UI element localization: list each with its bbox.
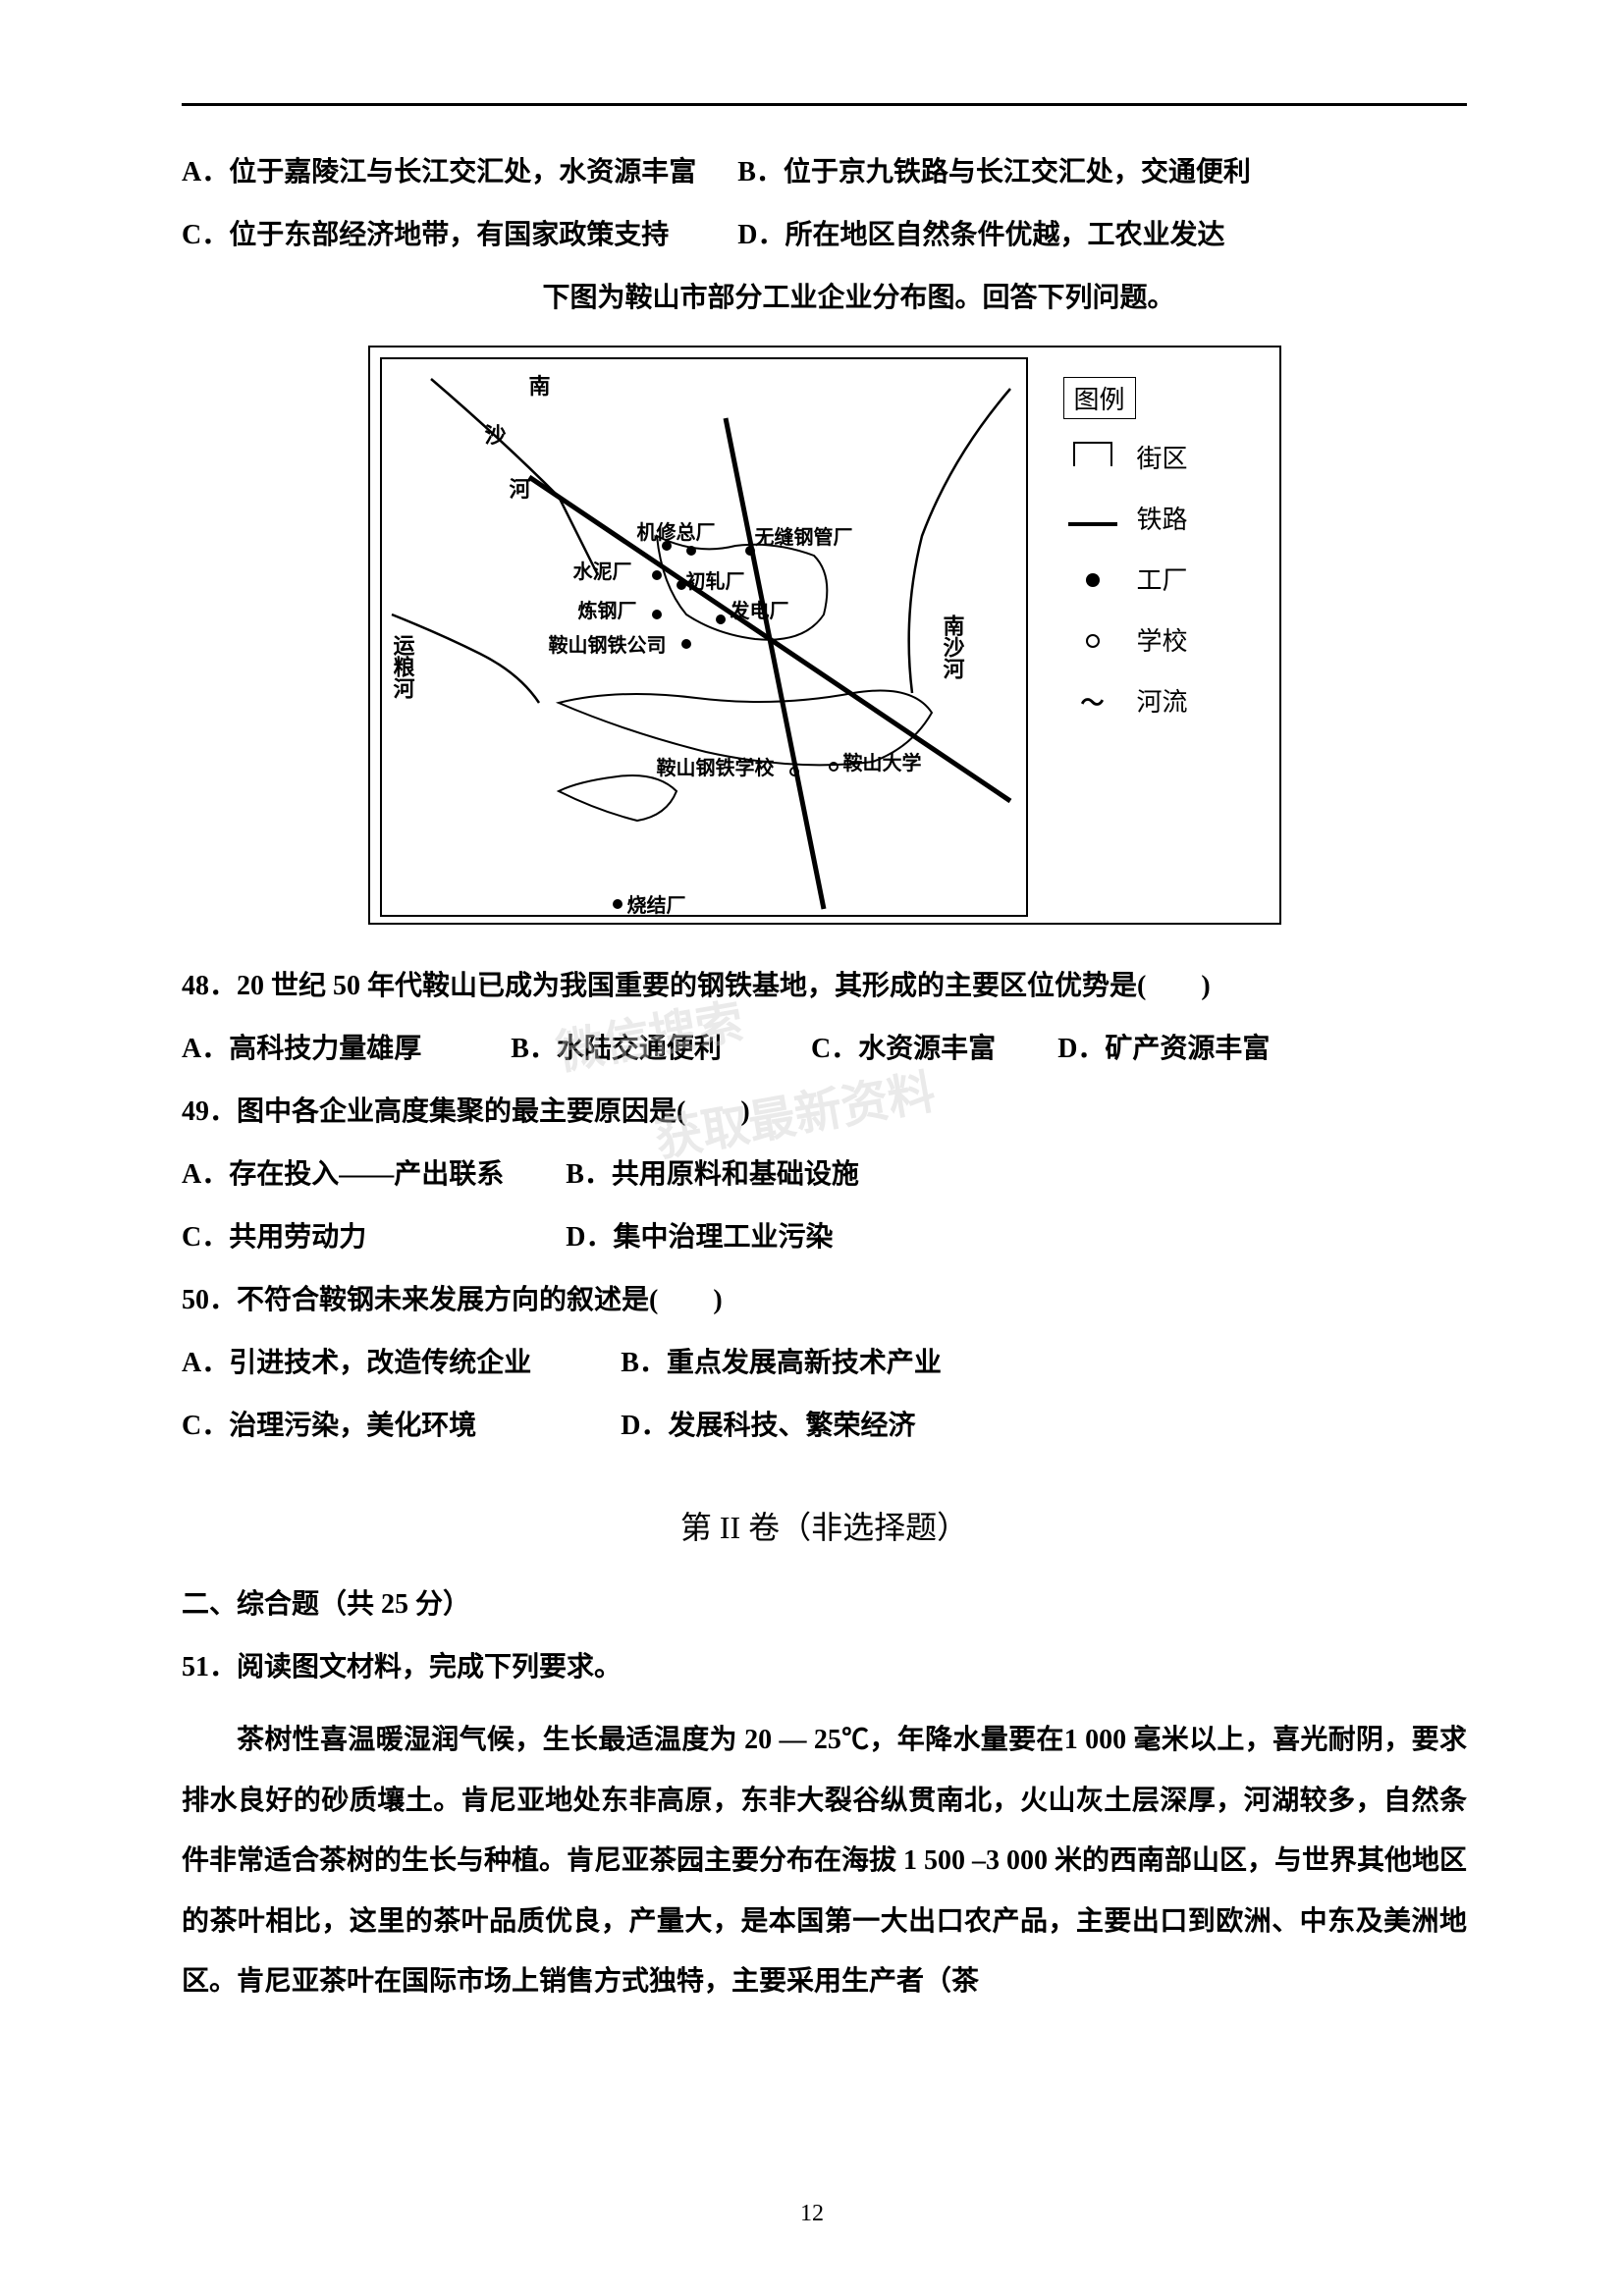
school-icon <box>1086 634 1100 648</box>
map-main-area: 南 沙 河 运粮河 南沙河 机修总厂 无缝钢管厂 水泥厂 初轧厂 炼钢厂 发电厂… <box>380 357 1028 917</box>
q50-stem: 50．不符合鞍钢未来发展方向的叙述是( ) <box>182 1273 1467 1328</box>
legend-label: 街区 <box>1137 439 1188 475</box>
factory-dot-icon <box>652 570 662 580</box>
legend-label: 工厂 <box>1137 561 1188 597</box>
district-icon <box>1073 442 1112 466</box>
legend-item-district: 街区 <box>1063 439 1260 475</box>
school-circle-icon <box>789 767 799 776</box>
q48-option-d: D．矿产资源丰富 <box>1057 1034 1270 1064</box>
legend-label: 河流 <box>1137 682 1188 719</box>
q49-option-a: A．存在投入——产出联系 <box>182 1159 504 1190</box>
q49-option-b: B．共用原料和基础设施 <box>566 1159 859 1190</box>
q49-option-c: C．共用劳动力 <box>182 1222 366 1253</box>
map-label-liangang: 炼钢厂 <box>578 595 637 623</box>
q49-options-ab: A．存在投入——产出联系 B．共用原料和基础设施 <box>182 1148 1467 1202</box>
q49-options-cd: C．共用劳动力 D．集中治理工业污染 <box>182 1210 1467 1265</box>
page-number: 12 <box>800 2201 824 2227</box>
factory-dot-icon <box>662 541 672 551</box>
q48-options: A．高科技力量雄厚 B．水陆交通便利 C．水资源丰富 D．矿产资源丰富 <box>182 1022 1467 1077</box>
section2-subtitle: 二、综合题（共 25 分） <box>182 1577 1467 1632</box>
map-label-wufeng: 无缝钢管厂 <box>755 521 853 550</box>
river-icon: 〜 <box>1081 691 1105 717</box>
legend-title: 图例 <box>1063 377 1136 419</box>
map-label-he: 河 <box>510 472 531 504</box>
factory-dot-icon <box>681 639 691 649</box>
q49-option-d: D．集中治理工业污染 <box>566 1222 833 1253</box>
legend-item-school: 学校 <box>1063 621 1260 658</box>
factory-icon <box>1086 573 1100 587</box>
option-line-cd: C．位于东部经济地带，有国家政策支持 D．所在地区自然条件优越，工农业发达 <box>182 208 1467 263</box>
map-label-shuini: 水泥厂 <box>573 556 632 584</box>
section2-title: 第 II 卷（非选择题） <box>182 1503 1467 1548</box>
q51-stem: 51．阅读图文材料，完成下列要求。 <box>182 1640 1467 1695</box>
option-b: B．位于京九铁路与长江交汇处，交通便利 <box>737 157 1251 187</box>
railway-icon <box>1068 522 1117 526</box>
map-label-anshan-school: 鞍山钢铁学校 <box>657 752 775 780</box>
factory-dot-icon <box>716 614 726 624</box>
factory-dot-icon <box>745 546 755 556</box>
q48-stem: 48．20 世纪 50 年代鞍山已成为我国重要的钢铁基地，其形成的主要区位优势是… <box>182 959 1467 1014</box>
option-c: C．位于东部经济地带，有国家政策支持 <box>182 220 669 250</box>
factory-dot-icon <box>677 580 686 590</box>
map-label-yunliang: 运粮河 <box>387 634 418 699</box>
q50-option-c: C．治理污染，美化环境 <box>182 1411 476 1441</box>
legend-item-factory: 工厂 <box>1063 561 1260 597</box>
q49-stem: 49．图中各企业高度集聚的最主要原因是( ) <box>182 1085 1467 1140</box>
factory-dot-icon <box>652 610 662 619</box>
legend-item-river: 〜 河流 <box>1063 682 1260 719</box>
q50-option-a: A．引进技术，改造传统企业 <box>182 1348 531 1378</box>
map-label-anshan-gangtie: 鞍山钢铁公司 <box>549 629 667 658</box>
q50-option-d: D．发展科技、繁荣经济 <box>621 1411 915 1441</box>
q48-option-c: C．水资源丰富 <box>811 1034 996 1064</box>
option-line-ab: A．位于嘉陵江与长江交汇处，水资源丰富 B．位于京九铁路与长江交汇处，交通便利 <box>182 145 1467 200</box>
q48-option-a: A．高科技力量雄厚 <box>182 1034 421 1064</box>
legend-label: 铁路 <box>1137 500 1188 536</box>
map-intro-text: 下图为鞍山市部分工业企业分布图。回答下列问题。 <box>250 271 1467 326</box>
map-label-shaojie: 烧结厂 <box>627 889 686 918</box>
q50-options-cd: C．治理污染，美化环境 D．发展科技、繁荣经济 <box>182 1399 1467 1454</box>
legend-label: 学校 <box>1137 621 1188 658</box>
option-a: A．位于嘉陵江与长江交汇处，水资源丰富 <box>182 157 696 187</box>
map-label-chugang: 初轧厂 <box>686 565 745 594</box>
map-label-fadian: 发电厂 <box>731 595 789 623</box>
legend-item-railway: 铁路 <box>1063 500 1260 536</box>
map-label-jixiu: 机修总厂 <box>637 516 716 545</box>
map-label-anshan-daxue: 鞍山大学 <box>843 747 922 775</box>
factory-dot-icon <box>686 546 696 556</box>
header-divider <box>182 103 1467 106</box>
map-label-sha: 沙 <box>485 418 507 450</box>
q50-options-ab: A．引进技术，改造传统企业 B．重点发展高新技术产业 <box>182 1336 1467 1391</box>
map-figure: 南 沙 河 运粮河 南沙河 机修总厂 无缝钢管厂 水泥厂 初轧厂 炼钢厂 发电厂… <box>368 346 1281 925</box>
factory-dot-icon <box>613 899 623 909</box>
q48-option-b: B．水陆交通便利 <box>511 1034 722 1064</box>
map-label-nansha: 南沙河 <box>937 614 968 679</box>
q51-passage: 茶树性喜温暖湿润气候，生长最适温度为 20 — 25℃，年降水量要在1 000 … <box>182 1710 1467 2012</box>
option-d: D．所在地区自然条件优越，工农业发达 <box>737 220 1224 250</box>
map-legend: 图例 街区 铁路 工厂 学校 〜 河流 <box>1063 377 1260 743</box>
map-label-nan: 南 <box>529 369 551 400</box>
school-circle-icon <box>829 762 839 772</box>
q50-option-b: B．重点发展高新技术产业 <box>621 1348 942 1378</box>
